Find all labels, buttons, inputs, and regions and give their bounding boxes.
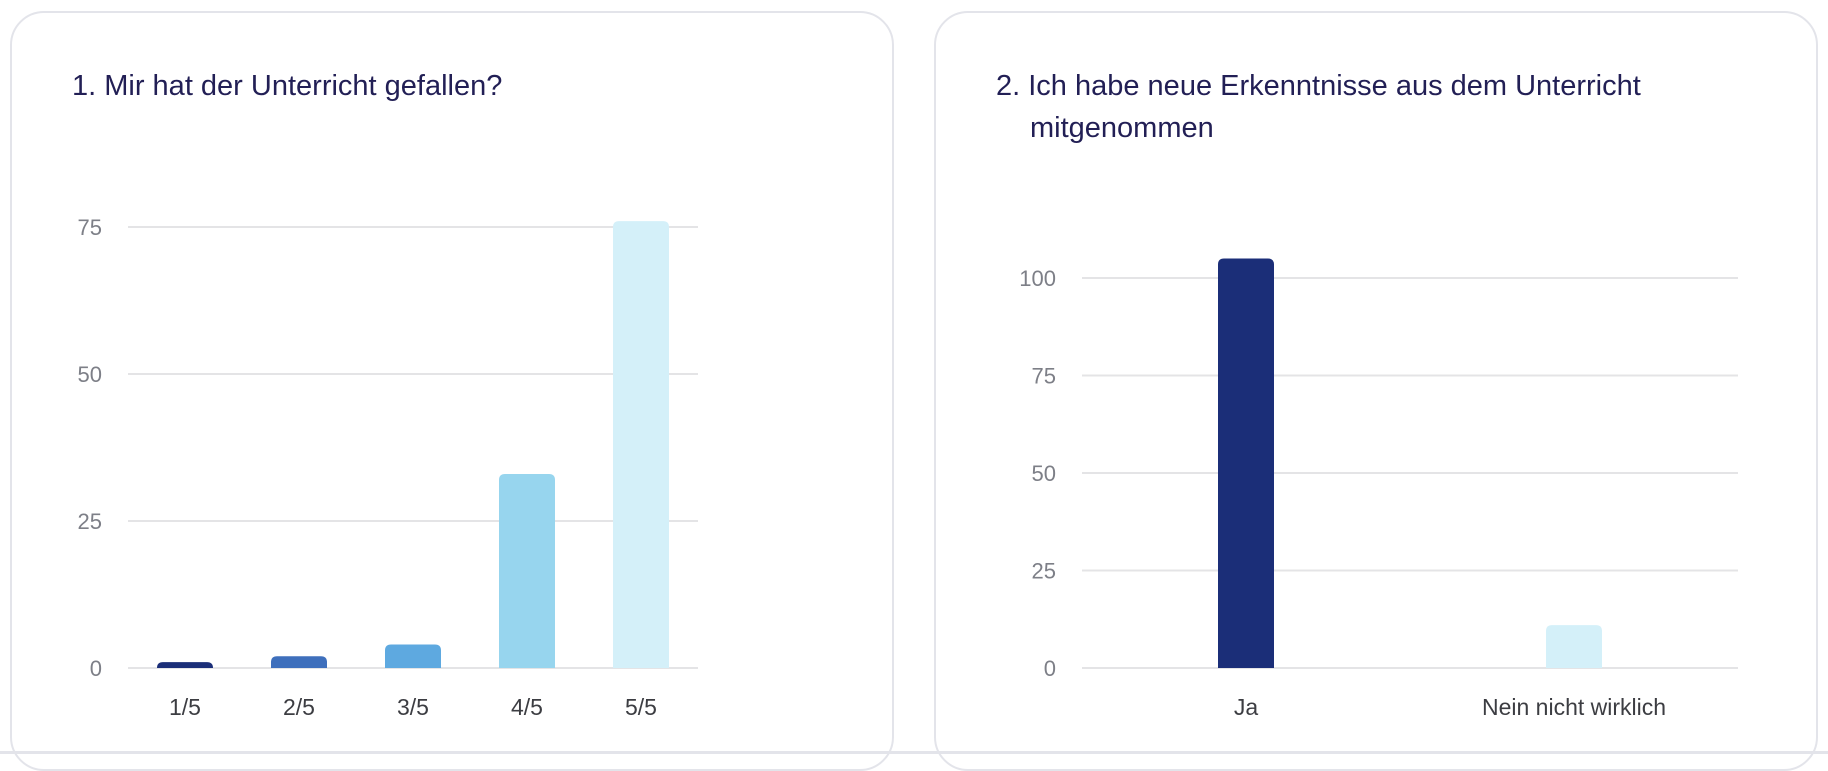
y-tick-label: 25 [1032, 559, 1056, 584]
x-tick-label: 3/5 [397, 694, 429, 720]
x-tick-label: Ja [1234, 694, 1259, 720]
y-tick-label: 25 [78, 509, 102, 534]
bar-5-5[interactable] [613, 221, 669, 668]
y-tick-label: 75 [1032, 364, 1056, 389]
bar-1-5[interactable] [157, 662, 213, 668]
bar-2-5[interactable] [271, 656, 327, 668]
y-tick-label: 100 [1019, 266, 1056, 291]
x-tick-label: 5/5 [625, 694, 657, 720]
bar-chart-2: 0 25 50 75 100 Ja Nein nicht wirklich [1019, 258, 1738, 720]
bar-4-5[interactable] [499, 473, 555, 668]
chart-title: 2. Ich habe neue Erkenntnisse aus dem Un… [996, 70, 1641, 144]
bar-ja[interactable] [1218, 258, 1274, 669]
chart-card-2: 2. Ich habe neue Erkenntnisse aus dem Un… [934, 11, 1818, 771]
x-tick-label: Nein nicht wirklich [1482, 694, 1666, 720]
bar-3-5[interactable] [385, 644, 441, 668]
y-tick-label: 0 [1044, 656, 1056, 681]
x-tick-label: 1/5 [169, 694, 201, 720]
x-tick-label: 4/5 [511, 694, 543, 720]
chart-card-1: 1. Mir hat der Unterricht gefallen? 0 25 5… [10, 11, 894, 771]
chart-title: 1. Mir hat der Unterricht gefallen? [72, 70, 503, 102]
bar-chart-1: 0 25 50 75 1/5 2/5 3/5 4/5 5/5 [78, 215, 698, 720]
y-tick-label: 75 [78, 215, 102, 240]
section-divider [0, 751, 1828, 754]
x-tick-label: 2/5 [283, 694, 315, 720]
y-tick-label: 0 [90, 656, 102, 681]
y-tick-label: 50 [78, 362, 102, 387]
y-tick-label: 50 [1032, 461, 1056, 486]
bar-nein-nicht-wirklich[interactable] [1546, 625, 1602, 668]
